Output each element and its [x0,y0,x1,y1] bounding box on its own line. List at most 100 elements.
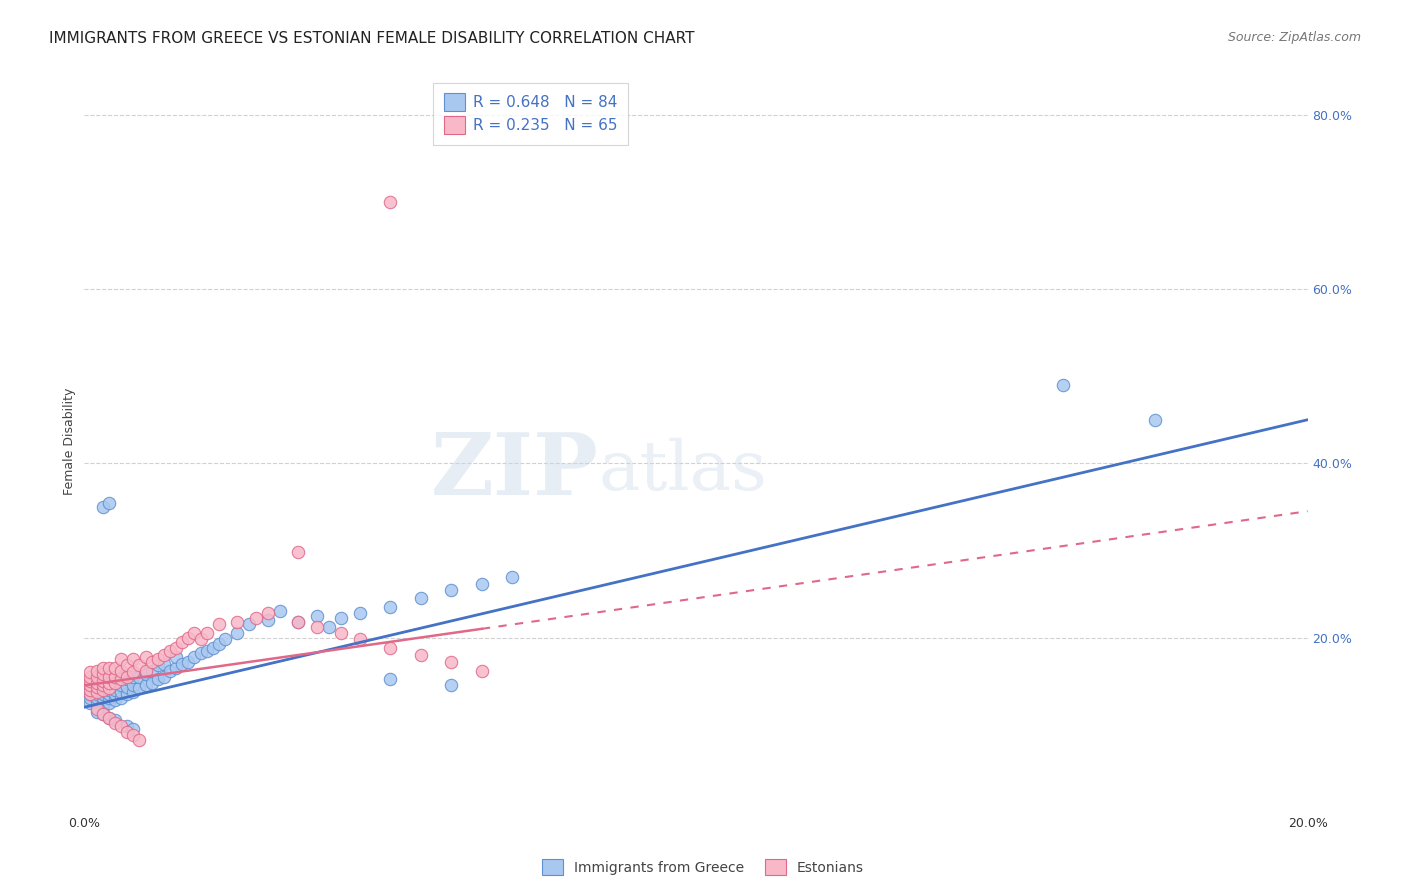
Point [97,661,120,675]
Point [91,700,114,714]
Point [79,696,101,710]
Point [128,670,150,684]
Point [97,711,120,725]
Point [330,626,353,640]
Point [122,678,145,692]
Point [146,673,169,687]
Point [91,696,114,710]
Point [115,658,138,673]
Point [128,733,150,747]
Point [110,691,132,706]
Point [201,640,224,655]
Point [86,678,108,692]
Point [97,675,120,690]
Point [305,608,328,623]
Point [104,661,127,675]
Point [177,655,200,669]
Point [91,682,114,697]
Point [79,678,101,692]
Point [104,713,127,727]
Point [110,684,132,698]
Point [79,682,101,697]
Point [165,661,187,675]
Point [122,684,145,698]
Point [380,194,402,209]
Point [409,648,432,662]
Point [97,675,120,690]
Point [115,670,138,684]
Point [141,655,163,669]
Point [153,670,176,684]
Point [86,664,108,678]
Point [159,664,181,678]
Point [305,620,328,634]
Point [195,626,218,640]
Point [128,681,150,695]
Point [1143,413,1166,427]
Point [104,670,127,684]
Point [128,658,150,673]
Point [122,652,145,666]
Point [153,657,176,671]
Point [91,691,114,706]
Point [380,600,402,615]
Point [91,678,114,692]
Point [97,687,120,701]
Point [104,687,127,701]
Point [104,715,127,730]
Point [104,675,127,690]
Point [440,678,463,692]
Point [1052,378,1074,392]
Point [104,675,127,690]
Point [502,569,524,583]
Point [79,665,101,680]
Point [440,582,463,597]
Point [183,649,205,664]
Point [79,691,101,706]
Point [86,700,108,714]
Point [86,680,108,694]
Point [257,606,280,620]
Legend: R = 0.648   N = 84, R = 0.235   N = 65: R = 0.648 N = 84, R = 0.235 N = 65 [433,83,628,145]
Point [245,611,267,625]
Point [91,661,114,675]
Point [91,674,114,689]
Point [110,652,132,666]
Point [165,640,187,655]
Point [349,632,371,647]
Point [440,655,463,669]
Point [115,680,138,694]
Point [97,670,120,684]
Point [91,687,114,701]
Point [146,658,169,673]
Point [190,632,212,647]
Point [165,649,187,664]
Point [97,711,120,725]
Point [135,649,157,664]
Point [380,673,402,687]
Point [122,665,145,680]
Point [471,664,494,678]
Point [214,632,236,647]
Text: ZIP: ZIP [430,429,598,513]
Point [86,702,108,716]
Point [86,682,108,697]
Point [79,682,101,697]
Point [79,674,101,689]
Point [380,640,402,655]
Point [79,678,101,692]
Point [86,674,108,689]
Point [110,670,132,684]
Point [110,719,132,733]
Point [349,606,371,620]
Point [91,707,114,722]
Point [471,576,494,591]
Point [195,643,218,657]
Point [153,648,176,662]
Point [97,691,120,706]
Point [226,626,249,640]
Point [257,613,280,627]
Point [135,664,157,678]
Point [135,678,157,692]
Point [287,545,309,559]
